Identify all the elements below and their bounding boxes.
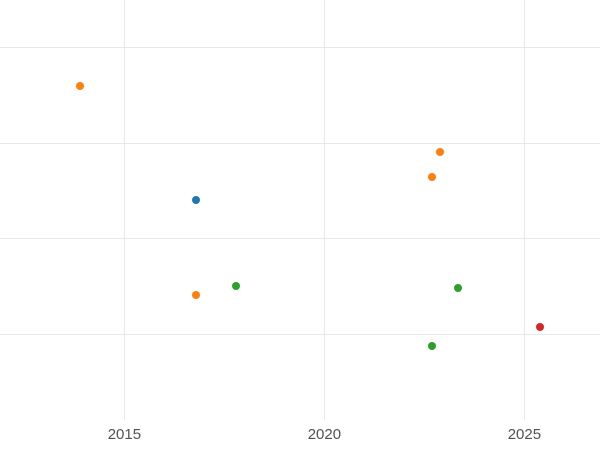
gridline-vertical [524,0,526,420]
scatter-point-series-red [536,323,545,332]
plot-area [0,0,600,420]
scatter-point-series-orange [428,173,437,181]
scatter-point-series-green [428,342,437,351]
x-axis: 2015 2020 2025 [0,420,600,450]
x-tick-label: 2020 [307,426,342,443]
scatter-point-series-orange [436,148,445,157]
scatter-point-series-green [232,282,241,291]
scatter-point-series-orange [76,82,85,91]
gridline-horizontal [0,333,600,335]
scatter-point-series-orange [192,290,201,299]
gridline-horizontal [0,46,600,48]
gridline-horizontal [0,238,600,240]
scatter-point-series-green [454,284,463,292]
x-tick-label: 2025 [507,426,542,443]
gridline-vertical [124,0,126,420]
gridline-vertical [324,0,326,420]
scatter-point-series-blue [192,196,201,204]
x-tick-label: 2015 [107,426,142,443]
gridline-horizontal [0,142,600,144]
